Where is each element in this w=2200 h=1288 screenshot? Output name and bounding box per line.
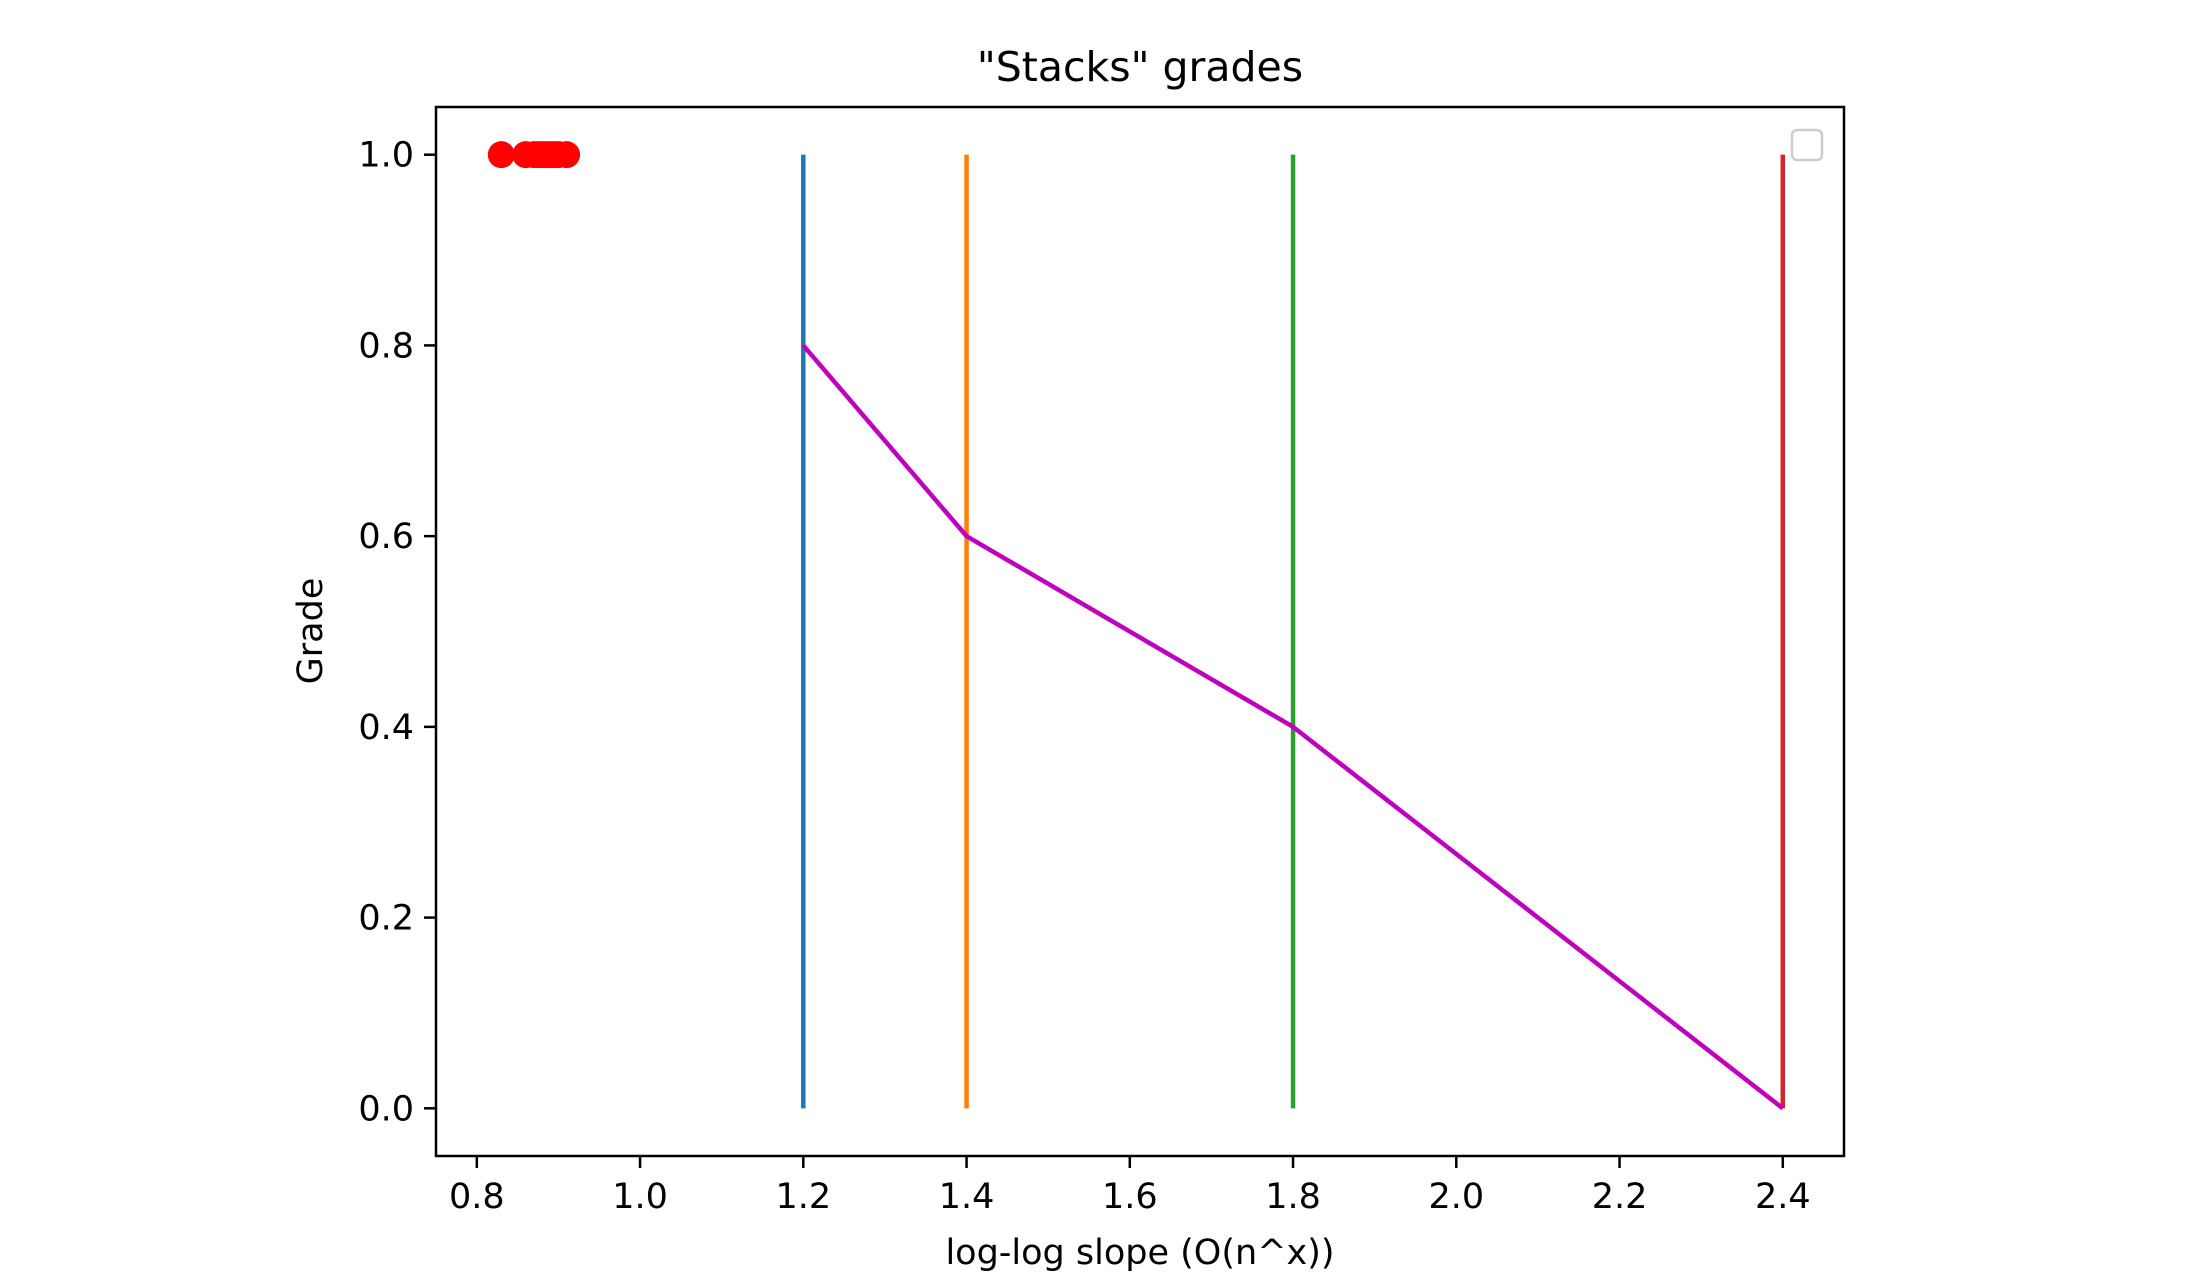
y-tick-label: 0.8 (358, 326, 414, 366)
x-tick-label: 1.6 (1102, 1177, 1158, 1217)
x-tick-label: 0.8 (449, 1177, 505, 1217)
x-tick-label: 1.4 (939, 1177, 995, 1217)
y-tick-label: 1.0 (358, 136, 414, 176)
data-point-10 (553, 141, 581, 169)
y-tick-label: 0.0 (358, 1089, 414, 1129)
axes-frame (434, 105, 1846, 1158)
plot-area (487, 141, 1786, 1111)
x-axis: 0.8 1.0 1.2 1.4 1.6 1.8 2.0 2.2 2.4 (449, 1156, 1811, 1217)
data-point-1 (487, 141, 515, 169)
y-axis: 0.0 0.2 0.4 0.6 0.8 1.0 (358, 136, 436, 1129)
y-tick-label: 0.6 (358, 517, 414, 557)
x-tick-label: 1.0 (612, 1177, 668, 1217)
legend-box (1790, 128, 1824, 162)
x-tick-label: 2.0 (1428, 1177, 1484, 1217)
y-axis-label: Grade (291, 578, 331, 685)
y-tick-label: 0.4 (358, 708, 414, 748)
x-tick-label: 1.2 (775, 1177, 831, 1217)
x-tick-label: 1.8 (1265, 1177, 1321, 1217)
chart-title: "Stacks" grades (977, 43, 1303, 91)
y-tick-label: 0.2 (358, 899, 414, 939)
grade-curve-line (801, 343, 1785, 1111)
x-tick-label: 2.4 (1755, 1177, 1811, 1217)
x-axis-label: log-log slope (O(n^x)) (945, 1233, 1334, 1273)
x-tick-label: 2.2 (1592, 1177, 1648, 1217)
